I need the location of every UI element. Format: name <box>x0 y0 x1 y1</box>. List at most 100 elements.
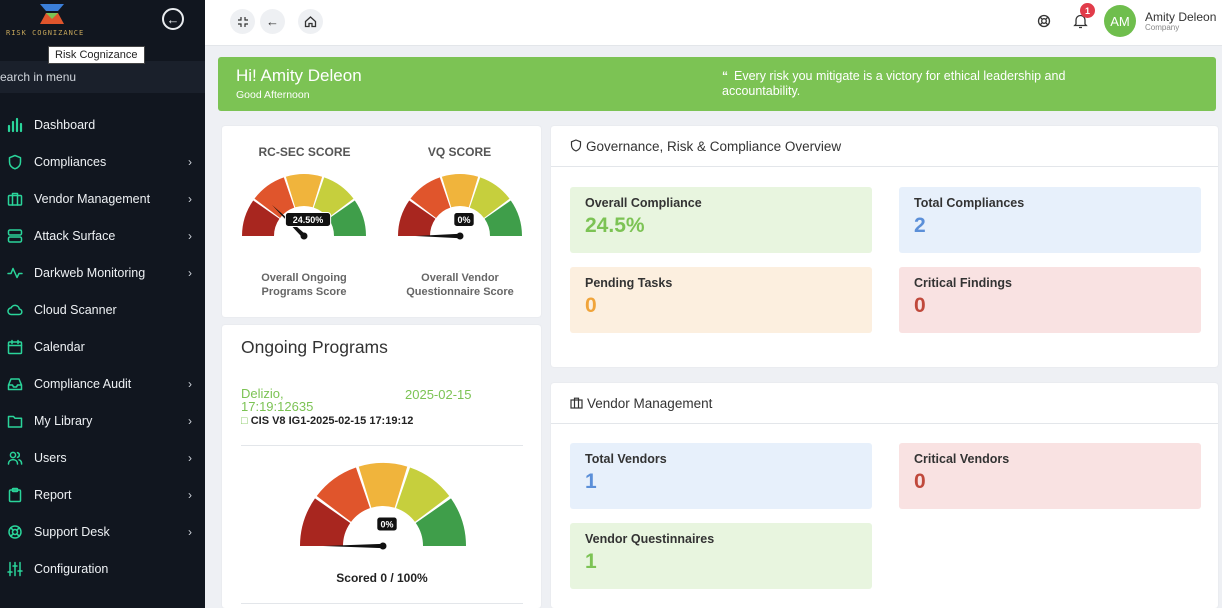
critical-vendors-stat[interactable]: Critical Vendors 0 <box>899 443 1201 509</box>
sidebar-item-darkweb-monitoring[interactable]: Darkweb Monitoring › <box>0 254 205 291</box>
sidebar-item-label: Compliance Audit <box>34 376 132 391</box>
program-name-link[interactable]: Delizio, 17:19:12635 <box>241 387 313 413</box>
sidebar-item-calendar[interactable]: Calendar <box>0 328 205 365</box>
clipboard-icon: □ <box>241 415 251 427</box>
sidebar-item-dashboard[interactable]: Dashboard <box>0 106 205 143</box>
program-date: 2025-02-15 <box>405 387 472 402</box>
chevron-right-icon: › <box>188 192 192 206</box>
sidebar-item-label: Support Desk <box>34 524 110 539</box>
sidebar-item-configuration[interactable]: Configuration <box>0 550 205 587</box>
chevron-right-icon: › <box>188 229 192 243</box>
sidebar-item-report[interactable]: Report › <box>0 476 205 513</box>
stat-value: 1 <box>585 470 597 493</box>
chevron-right-icon: › <box>188 488 192 502</box>
vendor-header: Vendor Management <box>570 396 712 411</box>
scores-card: RC-SEC SCORE VQ SCORE 24.50% 0% Overall … <box>222 126 541 317</box>
sidebar-item-attack-surface[interactable]: Attack Surface › <box>0 217 205 254</box>
vendor-title: Vendor Management <box>587 396 713 411</box>
vq-gauge-label: 0% <box>457 215 470 225</box>
stat-label: Critical Vendors <box>914 452 1010 466</box>
critical-findings-stat[interactable]: Critical Findings 0 <box>899 267 1201 333</box>
grc-title: Governance, Risk & Compliance Overview <box>586 139 842 154</box>
sidebar-item-label: Users <box>34 450 67 465</box>
rcsec-gauge-label-box <box>284 212 332 227</box>
stat-value: 0 <box>914 470 926 493</box>
stat-value: 2 <box>914 214 926 237</box>
sidebar-item-my-library[interactable]: My Library › <box>0 402 205 439</box>
stat-value: 24.5% <box>585 214 645 237</box>
vq-gauge-needle <box>415 233 460 239</box>
back-button[interactable]: ← <box>260 9 285 34</box>
ongoing-programs-title: Ongoing Programs <box>241 337 388 357</box>
shield-icon <box>6 153 24 171</box>
sidebar-item-label: Vendor Management <box>34 191 151 206</box>
program-subtitle: □ CIS V8 IG1-2025-02-15 17:19:12 <box>241 415 413 427</box>
sidebar-item-compliances[interactable]: Compliances › <box>0 143 205 180</box>
home-button[interactable] <box>298 9 323 34</box>
activity-icon <box>6 264 24 282</box>
folder-icon <box>6 412 24 430</box>
total-vendors-stat[interactable]: Total Vendors 1 <box>570 443 872 509</box>
rcsec-score-title: RC-SEC SCORE <box>258 145 351 159</box>
arrow-left-icon: ← <box>166 11 180 27</box>
pending-tasks-stat[interactable]: Pending Tasks 0 <box>570 267 872 333</box>
program-gauge-segment <box>300 498 351 546</box>
total-compliances-stat[interactable]: Total Compliances 2 <box>899 187 1201 253</box>
stat-label: Total Vendors <box>585 452 667 466</box>
menu-search-input[interactable] <box>0 61 205 93</box>
sliders-icon <box>6 560 24 578</box>
vq-gauge-segment <box>410 177 451 218</box>
clipboard-icon <box>6 486 24 504</box>
vendor-management-card: Vendor Management Total Vendors 1 Critic… <box>551 383 1218 608</box>
divider <box>551 423 1218 424</box>
program-sub-text: CIS V8 IG1-2025-02-15 17:19:12 <box>250 415 414 427</box>
stat-label: Pending Tasks <box>585 276 673 290</box>
sidebar-item-support-desk[interactable]: Support Desk › <box>0 513 205 550</box>
vq-gauge-label-box <box>453 212 475 227</box>
user-name[interactable]: Amity Deleon <box>1145 10 1217 24</box>
avatar[interactable]: AM <box>1104 5 1136 37</box>
divider <box>241 603 523 604</box>
quote: “Every risk you mitigate is a victory fo… <box>722 69 1122 99</box>
quote-text: Every risk you mitigate is a victory for… <box>722 69 1066 98</box>
collapse-sidebar-button[interactable]: ← <box>162 8 184 30</box>
briefcase-icon <box>570 397 583 409</box>
chevron-right-icon: › <box>188 266 192 280</box>
sidebar-item-label: Dashboard <box>34 117 96 132</box>
vendor-questionnaires-stat[interactable]: Vendor Questinnaires 1 <box>570 523 872 589</box>
briefcase-icon <box>6 190 24 208</box>
sidebar-item-vendor-management[interactable]: Vendor Management › <box>0 180 205 217</box>
rcsec-gauge-segment <box>242 200 280 236</box>
program-scored: Scored 0 / 100% <box>336 571 428 585</box>
rcsec-gauge-segment <box>313 177 354 218</box>
sidebar-item-users[interactable]: Users › <box>0 439 205 476</box>
stat-value: 0 <box>914 294 926 317</box>
program-gauge-segment <box>316 467 370 522</box>
sidebar-item-cloud-scanner[interactable]: Cloud Scanner <box>0 291 205 328</box>
vq-gauge-segment <box>398 200 436 236</box>
rcsec-gauge-label: 24.50% <box>293 215 324 225</box>
program-gauge-segment <box>396 467 450 522</box>
sidebar-item-compliance-audit[interactable]: Compliance Audit › <box>0 365 205 402</box>
minimize-button[interactable] <box>230 9 255 34</box>
calendar-icon <box>6 338 24 356</box>
sidebar-item-label: My Library <box>34 413 93 428</box>
topbar: ← 1 AM Amity Deleon Company <box>205 0 1222 46</box>
rcsec-gauge-hub <box>300 232 308 240</box>
bar-chart-icon <box>6 116 24 134</box>
sidebar-menu: Dashboard Compliances › Vendor Management › A… <box>0 106 205 587</box>
overall-compliance-stat[interactable]: Overall Compliance 24.5% <box>570 187 872 253</box>
vq-gauge-hub <box>456 232 464 240</box>
chevron-right-icon: › <box>188 414 192 428</box>
logo-icon <box>40 4 64 24</box>
stat-label: Vendor Questinnaires <box>585 532 715 546</box>
chevron-right-icon: › <box>188 377 192 391</box>
sidebar-item-label: Darkweb Monitoring <box>34 265 146 280</box>
inbox-icon <box>6 375 24 393</box>
lifebuoy-icon <box>1037 14 1051 28</box>
chevron-right-icon: › <box>188 451 192 465</box>
rcsec-gauge: 24.50% <box>242 174 366 240</box>
stat-value: 1 <box>585 550 597 573</box>
help-button[interactable] <box>1033 10 1055 32</box>
grc-header: Governance, Risk & Compliance Overview <box>570 139 841 154</box>
